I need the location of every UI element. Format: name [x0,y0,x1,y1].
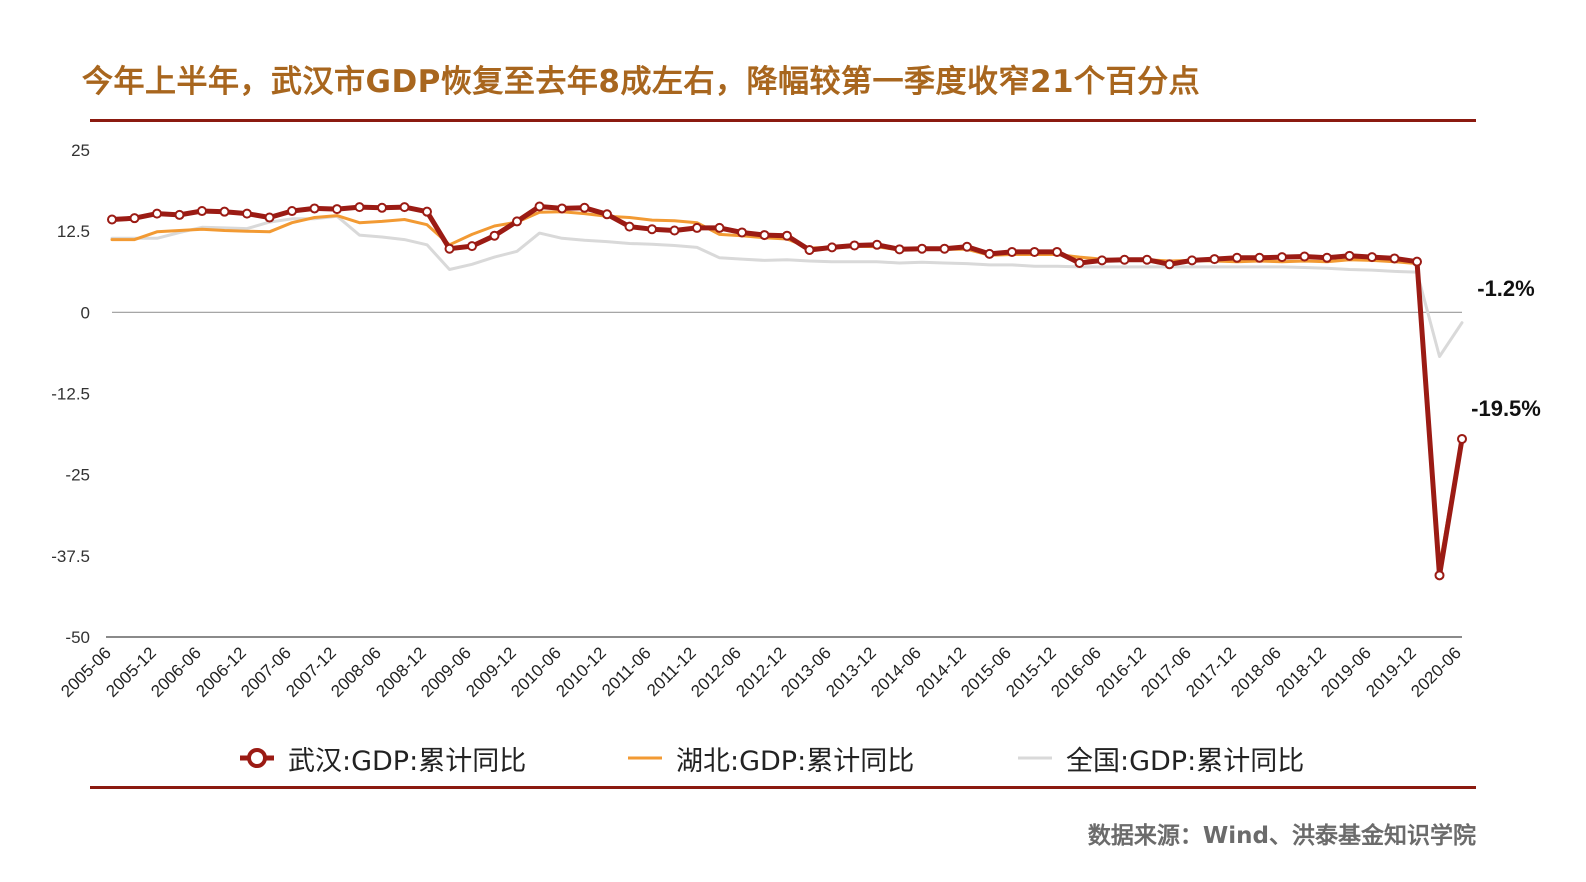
data-point-wuhan [579,202,590,213]
annotation-wuhan-latest: -19.5% [1471,396,1541,421]
data-point-wuhan [1142,254,1152,265]
x-tick-label: 2011-06 [598,643,655,700]
y-tick-label: -25 [65,466,90,485]
data-point-wuhan [444,243,455,254]
legend-item-national[interactable]: 全国:GDP:累计同比 [1018,736,1304,780]
data-point-wuhan [1007,246,1017,257]
legend-marker-national [1018,756,1052,760]
data-point-wuhan [917,243,927,254]
data-point-wuhan [489,230,500,241]
data-point-wuhan [197,206,207,217]
data-point-wuhan [1052,246,1062,257]
data-point-wuhan [782,230,792,241]
data-point-wuhan [512,216,522,227]
data-point-wuhan [1254,252,1265,263]
data-point-wuhan [1187,255,1197,266]
data-point-wuhan [894,244,905,255]
data-point-wuhan [1232,252,1242,263]
data-point-wuhan [602,209,612,220]
data-point-wuhan [219,206,230,217]
data-point-wuhan [152,208,162,219]
y-tick-label: 12.5 [57,222,90,241]
data-point-wuhan [737,227,747,238]
legend-item-wuhan[interactable]: 武汉:GDP:累计同比 [240,736,526,780]
data-point-wuhan [174,209,185,220]
data-point-wuhan [1097,255,1107,266]
data-point-wuhan [1389,253,1400,264]
data-point-wuhan [1164,259,1175,270]
data-point-wuhan [759,230,770,241]
data-point-wuhan [1209,254,1220,265]
data-point-wuhan [557,203,567,214]
legend-label-hubei: 湖北:GDP:累计同比 [676,745,915,777]
data-point-wuhan [107,214,117,225]
data-point-wuhan [129,213,140,224]
data-point-wuhan [1074,257,1085,268]
legend-marker-hubei [628,756,662,760]
x-tick-label: 2010-12 [552,643,610,701]
data-point-wuhan [1412,256,1422,267]
data-point-wuhan [1119,254,1130,265]
legend-label-national: 全国:GDP:累计同比 [1066,745,1305,777]
data-point-wuhan [624,221,635,232]
data-point-wuhan [804,244,815,255]
data-point-wuhan [827,242,837,253]
data-point-wuhan [1322,252,1332,263]
chart-title: 今年上半年，武汉市GDP恢复至去年8成左右，降幅较第一季度收窄21个百分点 [82,64,1201,100]
data-point-wuhan [467,241,477,252]
title-divider [90,119,1476,122]
y-tick-label: 0 [81,303,90,322]
data-point-wuhan [1029,246,1040,257]
chart-legend: 武汉:GDP:累计同比 湖北:GDP:累计同比 全国:GDP:累计同比 [0,736,1586,780]
footer-divider [90,786,1476,789]
data-point-wuhan [647,224,657,235]
data-point-wuhan [377,202,387,213]
data-point-wuhan [264,212,275,223]
line-chart: 2512.50-12.5-25-37.5-502005-062005-12200… [51,141,1541,701]
legend-item-hubei[interactable]: 湖北:GDP:累计同比 [628,736,914,780]
x-tick-label: 2020-06 [1407,643,1465,701]
y-tick-label: -12.5 [51,385,90,404]
data-point-wuhan [1344,250,1355,261]
data-point-wuhan [354,202,365,213]
data-point-wuhan [872,239,882,250]
annotation-national-latest: -1.2% [1477,276,1534,301]
data-point-wuhan [399,202,410,213]
source-note: 数据来源：Wind、洪泰基金知识学院 [1087,823,1476,849]
series-line-hubei [110,210,1464,569]
data-point-wuhan [1457,433,1467,444]
data-point-wuhan [309,203,320,214]
data-point-wuhan [242,208,252,219]
data-point-wuhan [714,222,725,233]
legend-label-wuhan: 武汉:GDP:累计同比 [288,745,527,777]
y-tick-label: -50 [65,628,90,647]
y-tick-label: 25 [71,141,90,160]
data-point-wuhan [534,201,545,212]
data-point-wuhan [1434,570,1445,581]
data-point-wuhan [939,243,950,254]
data-point-wuhan [1299,251,1310,262]
data-point-wuhan [287,206,297,217]
data-point-wuhan [849,240,860,251]
data-point-wuhan [332,204,342,215]
legend-marker-wuhan [240,748,274,768]
data-point-wuhan [962,241,972,252]
data-point-wuhan [984,248,995,259]
data-point-wuhan [1277,252,1287,263]
data-point-wuhan [692,222,702,233]
y-tick-label: -37.5 [51,547,90,566]
data-point-wuhan [669,225,680,236]
data-point-wuhan [422,206,432,217]
data-point-wuhan [1367,252,1377,263]
